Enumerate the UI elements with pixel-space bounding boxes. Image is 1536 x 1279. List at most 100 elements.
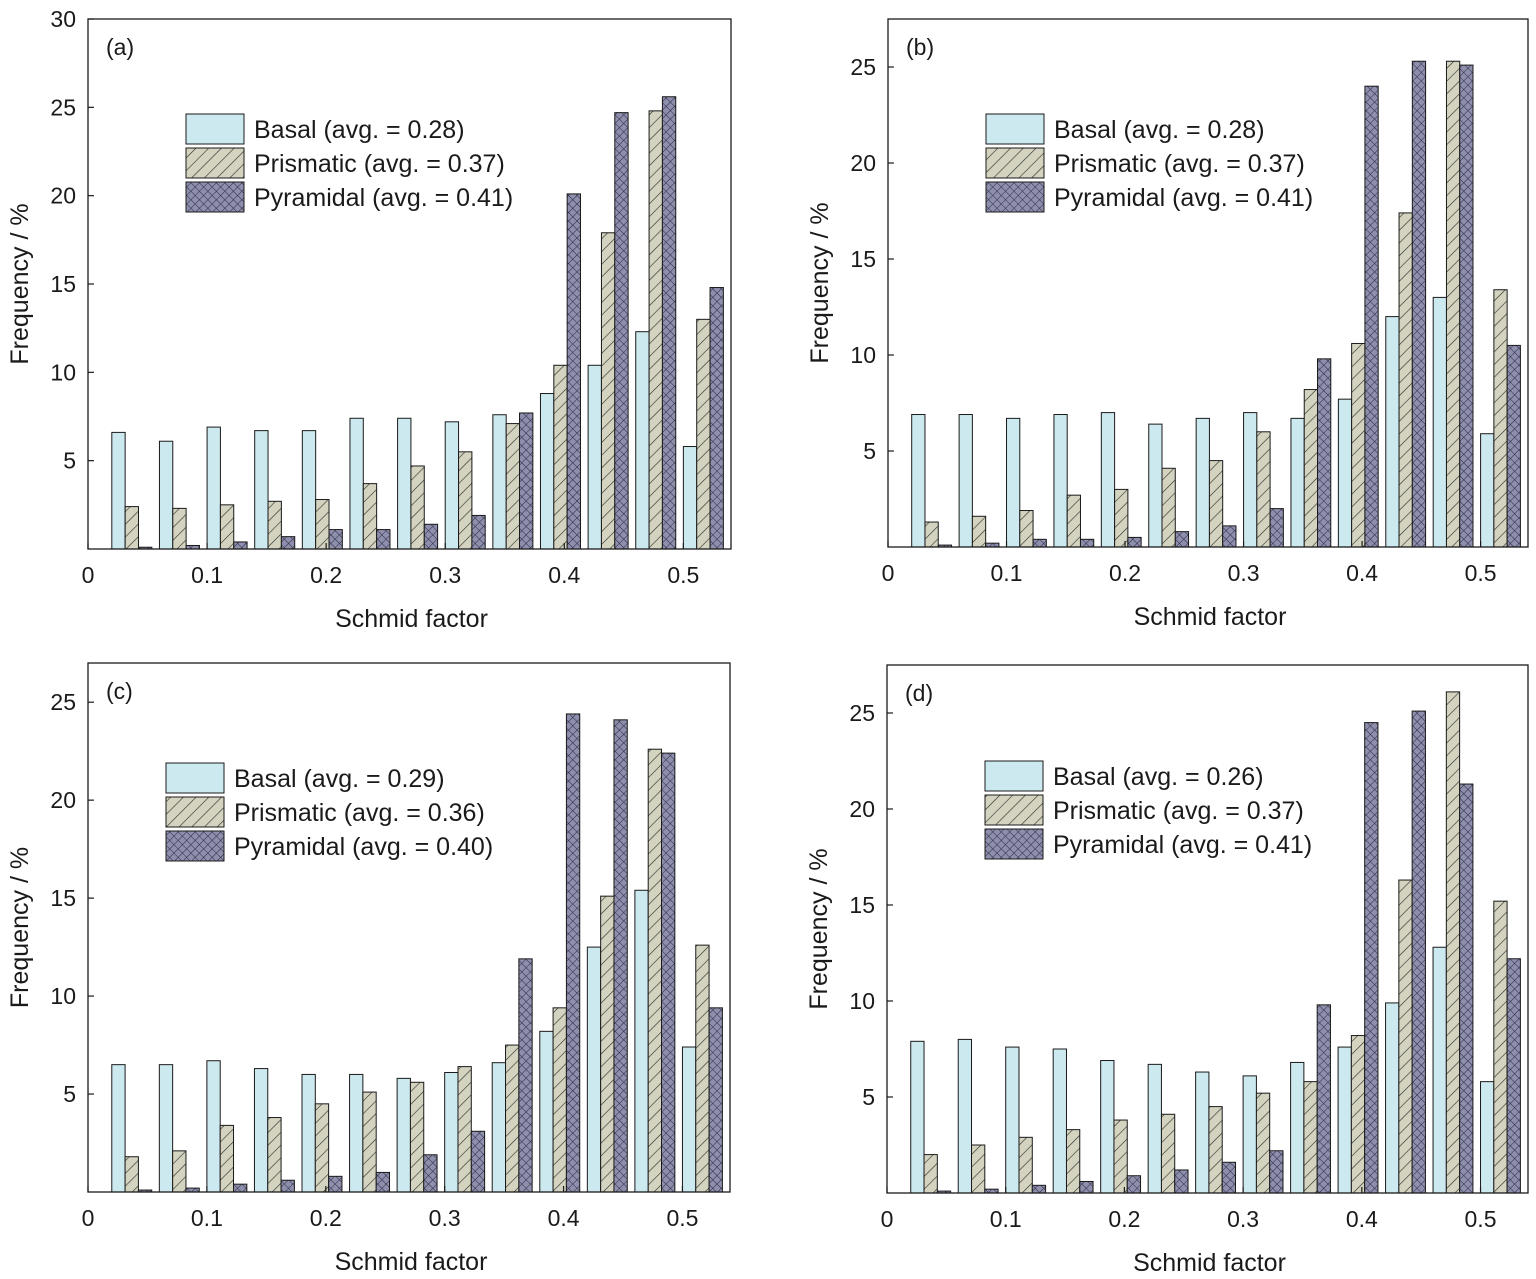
bar-prismatic-9 bbox=[1303, 389, 1319, 548]
bar-pyramidal-7 bbox=[1222, 525, 1237, 548]
bar-basal-2 bbox=[158, 440, 174, 550]
bar-basal-9 bbox=[491, 1062, 507, 1193]
bar-prismatic-1 bbox=[124, 1156, 139, 1193]
x-tick-label: 0.4 bbox=[548, 1205, 580, 1231]
bar-basal-8 bbox=[1243, 412, 1258, 548]
bar-pyramidal-3 bbox=[233, 541, 248, 550]
bar-prismatic-5 bbox=[315, 499, 330, 550]
bar-prismatic-13 bbox=[1493, 900, 1508, 1194]
y-tick-label: 5 bbox=[63, 448, 76, 474]
bar-pyramidal-3 bbox=[1032, 538, 1047, 548]
bar-basal-1 bbox=[910, 1040, 925, 1194]
bar-basal-11 bbox=[586, 946, 602, 1193]
chart-panel-3: 0 0.1 0.2 0.3 0.4 0.5 5 10 15 20 25 Schmid factor Fr… bbox=[6, 662, 731, 1276]
x-tick-label: 0.2 bbox=[1108, 1206, 1140, 1232]
bar-prismatic-3 bbox=[219, 504, 235, 550]
chart-panels: 0 0.1 0.2 0.3 0.4 0.5 5 10 15 20 25 30 Schmid factor… bbox=[6, 6, 1529, 1277]
bar-prismatic-8 bbox=[1256, 431, 1271, 548]
legend-label-basal: Basal (avg. = 0.29) bbox=[234, 765, 445, 793]
x-tick-label: 0.2 bbox=[1109, 560, 1141, 586]
bar-prismatic-2 bbox=[971, 1144, 986, 1194]
plot-frame bbox=[887, 18, 1529, 548]
y-tick-label: 5 bbox=[862, 1084, 875, 1110]
bar-prismatic-7 bbox=[410, 465, 425, 550]
bar-prismatic-9 bbox=[1303, 1081, 1318, 1194]
legend-swatch-prismatic bbox=[985, 147, 1045, 179]
x-tick-label: 0.1 bbox=[991, 560, 1023, 586]
y-tick-label: 20 bbox=[849, 796, 875, 822]
legend-label-pyramidal: Pyramidal (avg. = 0.41) bbox=[1054, 184, 1313, 212]
plot-frame bbox=[886, 664, 1529, 1194]
bar-prismatic-11 bbox=[600, 895, 615, 1193]
bar-basal-5 bbox=[301, 1073, 316, 1193]
bar-prismatic-10 bbox=[1351, 342, 1366, 548]
bar-basal-4 bbox=[1052, 1048, 1067, 1194]
bar-pyramidal-13 bbox=[709, 287, 724, 550]
bar-prismatic-5 bbox=[1113, 1119, 1128, 1194]
bar-pyramidal-13 bbox=[1506, 344, 1521, 548]
bar-prismatic-5 bbox=[1114, 488, 1129, 548]
x-tick-label: 0.4 bbox=[1346, 560, 1378, 586]
bar-basal-2 bbox=[158, 1064, 174, 1193]
bar-basal-13 bbox=[682, 446, 698, 550]
bar-basal-3 bbox=[1005, 1046, 1020, 1194]
bar-prismatic-1 bbox=[924, 521, 939, 548]
bar-pyramidal-4 bbox=[1079, 538, 1095, 548]
bar-basal-12 bbox=[634, 889, 649, 1193]
x-tick-label: 0.3 bbox=[1227, 1206, 1259, 1232]
x-axis-label: Schmid factor bbox=[335, 605, 488, 633]
bar-basal-3 bbox=[1006, 417, 1021, 548]
bar-pyramidal-4 bbox=[280, 1179, 295, 1193]
x-tick-label: 0.1 bbox=[990, 1206, 1022, 1232]
legend-swatch-basal bbox=[165, 762, 225, 794]
bar-prismatic-11 bbox=[600, 232, 616, 550]
bar-pyramidal-9 bbox=[1316, 1004, 1331, 1194]
y-tick-label: 5 bbox=[63, 1081, 76, 1107]
y-tick-label: 25 bbox=[50, 689, 76, 715]
bars bbox=[911, 60, 1521, 548]
chart-panel-4: 0 0.1 0.2 0.3 0.4 0.5 5 10 15 20 25 Schmid factor Fr… bbox=[805, 664, 1529, 1277]
bar-pyramidal-5 bbox=[1126, 1175, 1142, 1194]
bar-pyramidal-6 bbox=[376, 529, 391, 550]
bar-prismatic-2 bbox=[172, 507, 187, 550]
bar-basal-5 bbox=[1100, 412, 1116, 548]
y-tick-label: 15 bbox=[849, 892, 875, 918]
bar-prismatic-1 bbox=[124, 506, 139, 550]
bar-pyramidal-7 bbox=[423, 523, 439, 550]
bars bbox=[111, 96, 724, 550]
bar-pyramidal-11 bbox=[613, 719, 628, 1193]
x-tick-label: 0.4 bbox=[1346, 1206, 1378, 1232]
y-tick-label: 30 bbox=[50, 6, 76, 32]
y-tick-label: 10 bbox=[849, 988, 875, 1014]
bar-basal-4 bbox=[1053, 414, 1068, 548]
bar-prismatic-4 bbox=[1066, 494, 1081, 548]
bar-prismatic-11 bbox=[1398, 212, 1413, 548]
bar-prismatic-7 bbox=[1208, 460, 1224, 548]
x-tick-label: 0.5 bbox=[1465, 560, 1497, 586]
bar-pyramidal-6 bbox=[1174, 531, 1190, 548]
legend: Basal (avg. = 0.28) Prismatic (avg. = 0.3… bbox=[185, 113, 513, 213]
x-tick-label: 0.1 bbox=[191, 562, 223, 588]
bar-pyramidal-8 bbox=[471, 514, 486, 550]
bar-basal-4 bbox=[254, 430, 269, 550]
bar-prismatic-6 bbox=[362, 483, 378, 550]
bar-pyramidal-10 bbox=[566, 193, 581, 550]
chart-panel-2: 0 0.1 0.2 0.3 0.4 0.5 5 10 15 20 25 Schmid factor Fr… bbox=[806, 18, 1529, 631]
bar-prismatic-3 bbox=[1018, 1136, 1033, 1194]
x-tick-label: 0.4 bbox=[548, 562, 580, 588]
bar-basal-2 bbox=[957, 1038, 973, 1194]
bar-pyramidal-4 bbox=[280, 536, 296, 550]
bar-basal-13 bbox=[1480, 1081, 1495, 1194]
legend: Basal (avg. = 0.28) Prismatic (avg. = 0.3… bbox=[985, 113, 1313, 213]
bar-basal-3 bbox=[206, 426, 221, 550]
legend-label-prismatic: Prismatic (avg. = 0.37) bbox=[1053, 797, 1304, 825]
legend: Basal (avg. = 0.26) Prismatic (avg. = 0.3… bbox=[984, 760, 1312, 860]
legend-label-pyramidal: Pyramidal (avg. = 0.41) bbox=[254, 184, 513, 212]
bar-prismatic-2 bbox=[971, 515, 987, 548]
bar-pyramidal-4 bbox=[1079, 1180, 1094, 1194]
y-tick-label: 20 bbox=[50, 787, 76, 813]
bars bbox=[111, 713, 723, 1193]
legend-label-prismatic: Prismatic (avg. = 0.37) bbox=[1054, 150, 1305, 178]
bar-basal-13 bbox=[681, 1046, 697, 1193]
